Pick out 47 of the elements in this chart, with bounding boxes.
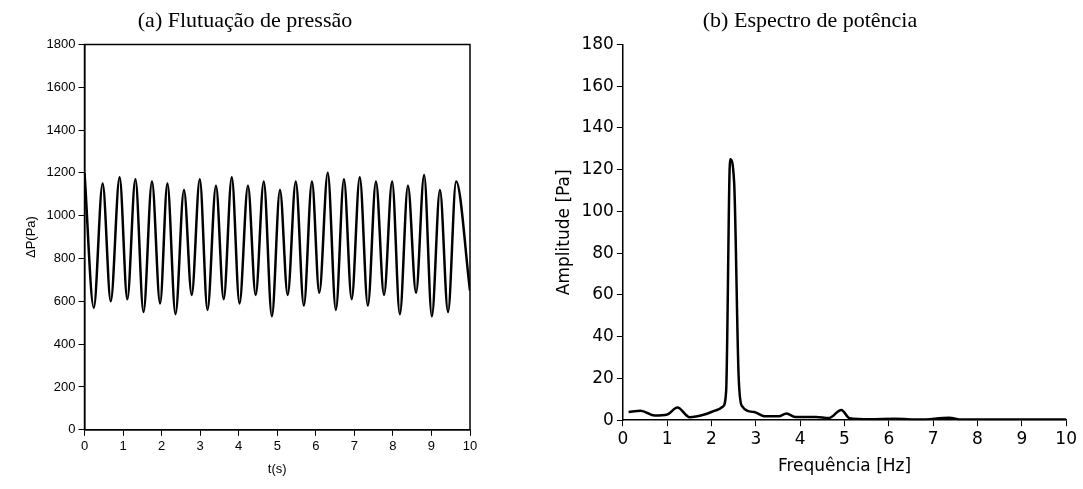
y-tick-label: 400 bbox=[53, 335, 76, 351]
x-tick-label: 8 bbox=[972, 427, 983, 448]
y-tick-label: 1800 bbox=[46, 35, 76, 51]
x-tick-label: 5 bbox=[273, 438, 281, 454]
x-tick-label: 3 bbox=[196, 438, 204, 454]
x-tick-label: 6 bbox=[883, 427, 895, 448]
chart-title: (b) Espectro de potência bbox=[702, 6, 918, 32]
y-tick-label: 160 bbox=[581, 74, 614, 95]
y-tick-label: 1600 bbox=[46, 78, 76, 94]
x-tick-label: 0 bbox=[617, 427, 629, 448]
x-tick-label: 4 bbox=[235, 438, 243, 454]
y-tick-label: 100 bbox=[581, 199, 614, 220]
x-tick-label: 9 bbox=[427, 438, 436, 454]
y-tick-label: 140 bbox=[581, 116, 614, 137]
chart-title: (a) Flutuação de pressão bbox=[137, 6, 353, 32]
x-tick-label: 1 bbox=[119, 438, 127, 454]
x-tick-label: 9 bbox=[1016, 427, 1028, 448]
y-axis-title: ΔP(Pa) bbox=[23, 216, 39, 259]
y-tick-label: 1000 bbox=[46, 207, 76, 223]
x-tick-label: 4 bbox=[794, 427, 806, 448]
y-tick-label: 120 bbox=[581, 158, 614, 179]
x-tick-label: 7 bbox=[350, 438, 358, 454]
x-tick-label: 2 bbox=[158, 438, 166, 454]
x-tick-label: 1 bbox=[661, 427, 673, 448]
x-tick-label: 10 bbox=[1055, 427, 1077, 448]
x-axis-title: Frequência [Hz] bbox=[777, 455, 912, 476]
x-tick-label: 2 bbox=[706, 427, 717, 448]
y-tick-label: 1200 bbox=[46, 164, 76, 180]
x-axis-title: t(s) bbox=[267, 460, 287, 476]
x-tick-label: 0 bbox=[80, 438, 89, 454]
y-tick-label: 600 bbox=[53, 292, 76, 308]
y-tick-label: 20 bbox=[592, 366, 614, 387]
x-tick-label: 8 bbox=[389, 438, 397, 454]
x-tick-label: 6 bbox=[312, 438, 320, 454]
y-tick-label: 200 bbox=[53, 378, 76, 394]
x-tick-label: 10 bbox=[462, 438, 478, 454]
x-tick-label: 5 bbox=[839, 427, 850, 448]
y-axis-title: Amplitude [Pa] bbox=[552, 169, 573, 296]
y-tick-label: 60 bbox=[592, 283, 614, 304]
y-tick-label: 800 bbox=[53, 250, 76, 266]
y-tick-label: 80 bbox=[592, 241, 614, 262]
y-tick-label: 1400 bbox=[46, 121, 76, 137]
y-tick-label: 40 bbox=[592, 325, 614, 346]
x-tick-label: 3 bbox=[750, 427, 762, 448]
y-tick-label: 0 bbox=[603, 408, 614, 429]
y-tick-label: 180 bbox=[581, 32, 614, 53]
x-tick-label: 7 bbox=[927, 427, 939, 448]
